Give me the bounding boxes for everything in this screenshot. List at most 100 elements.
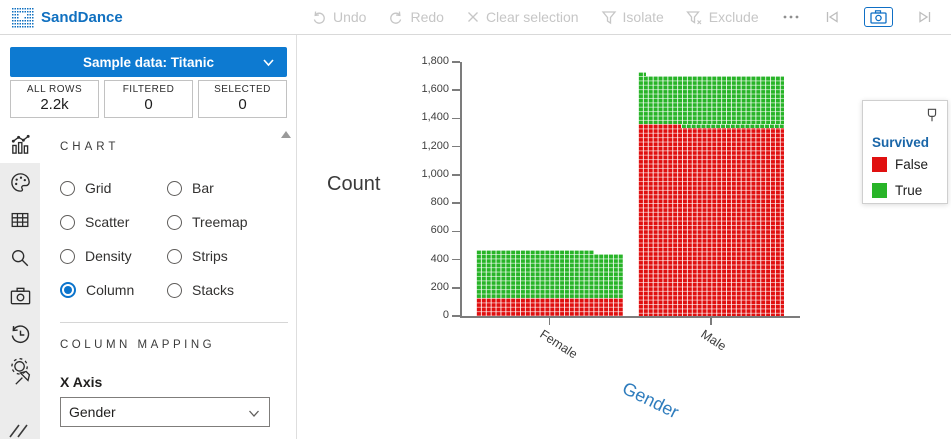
stat-selected: SELECTED 0 (198, 80, 287, 118)
redo-icon (390, 11, 402, 24)
radio-label: Density (85, 248, 132, 264)
step-back-button[interactable] (812, 9, 852, 25)
category-label-female[interactable]: Female (536, 327, 580, 362)
sidebar-nav-strip (0, 125, 40, 439)
radio-circle (60, 180, 75, 196)
radio-label: Bar (192, 180, 214, 196)
nav-item-search[interactable] (0, 239, 40, 277)
false-color-swatch (872, 157, 887, 172)
history-icon (11, 324, 29, 343)
legend-item-false[interactable]: False (872, 157, 928, 172)
chevron-down-icon (249, 410, 259, 417)
y-tick-label: 200 (430, 280, 449, 293)
chart-type-radio-column[interactable]: Column (60, 273, 167, 307)
y-tick-label: 1,400 (421, 111, 449, 124)
x-axis-title[interactable]: Gender (619, 378, 682, 423)
exclude-button[interactable]: Exclude (675, 9, 770, 25)
stat-value: 0 (238, 96, 247, 113)
legend-item-true[interactable]: True (872, 183, 922, 198)
chart-type-radio-scatter[interactable]: Scatter (60, 205, 167, 239)
y-tick-label: 800 (430, 196, 449, 209)
sanddance-logo-icon (12, 7, 34, 27)
step-forward-button[interactable] (905, 9, 945, 25)
exclude-label: Exclude (708, 9, 759, 25)
app-title: SandDance (41, 9, 123, 26)
redo-label: Redo (410, 9, 444, 25)
chart-type-radio-group: Grid Bar Scatter Treemap Density Strips Column… (60, 171, 282, 307)
camera-active-frame (863, 7, 893, 27)
camera-snapshot-button[interactable] (852, 7, 905, 27)
legend: Survived False True (862, 100, 948, 204)
bar-green-partial-row[interactable] (476, 249, 594, 255)
more-options-button[interactable] (770, 14, 812, 20)
undo-label: Undo (333, 9, 367, 25)
step-back-icon (826, 11, 838, 23)
radio-circle (167, 214, 182, 230)
nav-item-snapshots[interactable] (0, 277, 40, 315)
x-axis-select-value: Gender (69, 404, 116, 420)
settings-sidebar: Sample data: Titanic ALL ROWS 2.2k FILTE… (0, 35, 297, 439)
bar-male-true-segment[interactable] (638, 76, 784, 124)
chart-type-radio-bar[interactable]: Bar (167, 171, 282, 205)
undo-button[interactable]: Undo (300, 9, 377, 25)
y-tick-mark (452, 174, 460, 176)
y-tick-mark (452, 287, 460, 289)
top-toolbar: SandDance Undo Redo (0, 0, 951, 35)
nav-item-color[interactable] (0, 163, 40, 201)
radio-circle (60, 282, 76, 298)
nav-item-history[interactable] (0, 315, 40, 353)
y-tick-label: 0 (442, 309, 449, 321)
camera-icon (869, 10, 887, 24)
category-label-male[interactable]: Male (698, 327, 729, 354)
bar-female-true-segment[interactable] (476, 254, 623, 299)
dataset-picker-button[interactable]: Sample data: Titanic (10, 47, 287, 77)
y-tick-mark (452, 61, 460, 63)
chart-type-radio-density[interactable]: Density (60, 239, 167, 273)
radio-label: Column (86, 282, 135, 298)
pin-icon[interactable] (924, 107, 940, 124)
y-axis-title[interactable]: Count (327, 173, 381, 195)
3d-view-button[interactable] (945, 9, 951, 26)
radio-label: Strips (192, 248, 228, 264)
isolate-funnel-icon (601, 10, 616, 24)
bar-male-false-segment[interactable] (638, 123, 784, 316)
nav-item-chart[interactable] (0, 125, 40, 163)
legend-title[interactable]: Survived (872, 135, 930, 150)
radio-label: Treemap (192, 214, 248, 230)
y-tick-label: 1,800 (421, 55, 449, 67)
collapsed-item-icon[interactable] (8, 423, 30, 438)
radio-circle (167, 282, 182, 298)
stat-filtered: FILTERED 0 (104, 80, 193, 118)
y-tick-mark (452, 202, 460, 204)
more-ellipsis-icon (783, 15, 799, 19)
chart-type-radio-grid[interactable]: Grid (60, 171, 167, 205)
stat-value: 2.2k (40, 96, 69, 113)
y-tick-label: 400 (430, 252, 449, 265)
radio-label: Scatter (85, 214, 130, 230)
chart-type-radio-stacks[interactable]: Stacks (167, 273, 282, 307)
bar-female-false-segment[interactable] (476, 298, 623, 316)
x-axis-select[interactable]: Gender (60, 397, 270, 427)
redo-button[interactable]: Redo (377, 9, 454, 25)
stat-label: FILTERED (122, 84, 175, 95)
stat-all-rows: ALL ROWS 2.2k (10, 80, 99, 118)
chart-type-radio-strips[interactable]: Strips (167, 239, 282, 273)
y-tick-mark (452, 230, 460, 233)
chart-type-radio-treemap[interactable]: Treemap (167, 205, 282, 239)
y-tick-mark (452, 145, 460, 148)
undo-icon (313, 11, 325, 24)
radio-circle (167, 180, 182, 196)
legend-item-label: False (895, 157, 929, 172)
bar-green-boundary-step[interactable] (681, 123, 784, 128)
x-tick-mark (710, 317, 712, 325)
panel-scroll-up-arrow[interactable] (281, 131, 291, 138)
visualization-canvas[interactable]: Count 0 200 400 600 800 1,000 1,200 1,400 1,600 1… (297, 35, 951, 439)
brand: SandDance (12, 0, 123, 35)
clear-selection-button[interactable]: Clear selection (455, 9, 590, 25)
bar-green-partial-row[interactable] (638, 71, 646, 77)
nav-item-pinned-settings[interactable] (0, 353, 40, 391)
nav-item-data-table[interactable] (0, 201, 40, 239)
camera-icon (10, 287, 30, 304)
isolate-button[interactable]: Isolate (590, 9, 675, 25)
